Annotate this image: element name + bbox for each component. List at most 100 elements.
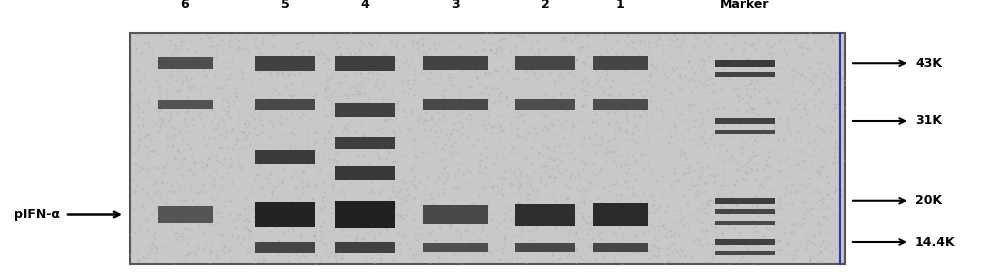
Point bbox=[241, 204, 257, 208]
Point bbox=[210, 120, 226, 125]
Point bbox=[232, 128, 248, 133]
Point bbox=[254, 41, 270, 45]
Point bbox=[178, 236, 194, 240]
Point bbox=[178, 204, 194, 209]
Point bbox=[348, 71, 364, 75]
Point bbox=[749, 79, 765, 83]
Point bbox=[252, 163, 268, 168]
Point bbox=[374, 126, 390, 130]
Point bbox=[551, 256, 567, 261]
Point bbox=[175, 40, 191, 44]
Point bbox=[599, 203, 615, 207]
Point bbox=[130, 146, 146, 151]
Point bbox=[514, 225, 530, 229]
Point bbox=[443, 223, 459, 228]
Point bbox=[466, 209, 482, 214]
Point bbox=[828, 71, 844, 75]
Point bbox=[385, 214, 401, 219]
Point bbox=[712, 183, 728, 187]
Point bbox=[607, 240, 623, 244]
Point bbox=[443, 131, 459, 136]
Point bbox=[709, 235, 725, 239]
Point bbox=[584, 218, 600, 223]
Point bbox=[575, 77, 591, 82]
Point bbox=[694, 229, 710, 233]
Point bbox=[308, 253, 324, 257]
Point bbox=[138, 133, 154, 137]
Point bbox=[430, 193, 446, 198]
Point bbox=[301, 83, 317, 88]
Point bbox=[156, 165, 172, 169]
Point bbox=[348, 164, 364, 169]
Point bbox=[547, 175, 563, 180]
Point bbox=[517, 39, 533, 43]
Point bbox=[209, 249, 225, 254]
Point bbox=[152, 193, 168, 197]
Point bbox=[321, 254, 337, 258]
Point bbox=[353, 81, 369, 85]
Point bbox=[191, 113, 207, 117]
Point bbox=[827, 184, 843, 188]
Point bbox=[271, 90, 287, 95]
Point bbox=[656, 261, 672, 266]
Point bbox=[443, 100, 459, 104]
Point bbox=[550, 117, 566, 122]
Point bbox=[588, 257, 604, 261]
Point bbox=[749, 162, 765, 166]
Point bbox=[799, 112, 815, 116]
Point bbox=[131, 137, 147, 141]
Point bbox=[690, 36, 706, 40]
Point bbox=[686, 238, 702, 243]
Point bbox=[280, 229, 296, 233]
Point bbox=[208, 153, 224, 157]
Point bbox=[281, 208, 297, 213]
Point bbox=[599, 150, 615, 155]
Point bbox=[629, 223, 645, 227]
Point bbox=[211, 160, 227, 164]
Point bbox=[173, 39, 189, 43]
Point bbox=[796, 216, 812, 220]
Point bbox=[652, 34, 668, 39]
Point bbox=[571, 49, 587, 53]
Point bbox=[807, 243, 823, 248]
Point bbox=[594, 223, 610, 227]
Point bbox=[499, 95, 515, 99]
Point bbox=[827, 76, 843, 80]
Point bbox=[204, 108, 220, 112]
Point bbox=[766, 125, 782, 129]
Point bbox=[692, 125, 708, 129]
Point bbox=[343, 31, 359, 36]
Point bbox=[713, 204, 729, 208]
Point bbox=[599, 49, 615, 53]
Point bbox=[487, 68, 503, 73]
Point bbox=[424, 117, 440, 122]
Point bbox=[340, 162, 356, 166]
Point bbox=[362, 168, 378, 172]
Point bbox=[431, 117, 447, 122]
Point bbox=[323, 90, 339, 95]
Point bbox=[787, 190, 803, 194]
Point bbox=[643, 222, 659, 227]
Point bbox=[749, 229, 765, 233]
Point bbox=[588, 173, 604, 177]
Point bbox=[199, 163, 215, 167]
Point bbox=[571, 175, 587, 180]
Point bbox=[608, 193, 624, 197]
Point bbox=[132, 165, 148, 169]
Point bbox=[508, 32, 524, 36]
Point bbox=[690, 183, 706, 188]
Point bbox=[430, 61, 446, 66]
Point bbox=[255, 149, 271, 153]
Point bbox=[254, 106, 270, 111]
Point bbox=[369, 146, 385, 151]
Point bbox=[738, 171, 754, 175]
Point bbox=[628, 193, 644, 198]
Point bbox=[342, 181, 358, 185]
Point bbox=[252, 106, 268, 110]
Point bbox=[447, 150, 463, 155]
Point bbox=[148, 177, 164, 181]
Point bbox=[777, 193, 793, 197]
Point bbox=[632, 219, 648, 224]
Point bbox=[218, 128, 234, 133]
Point bbox=[619, 171, 635, 175]
